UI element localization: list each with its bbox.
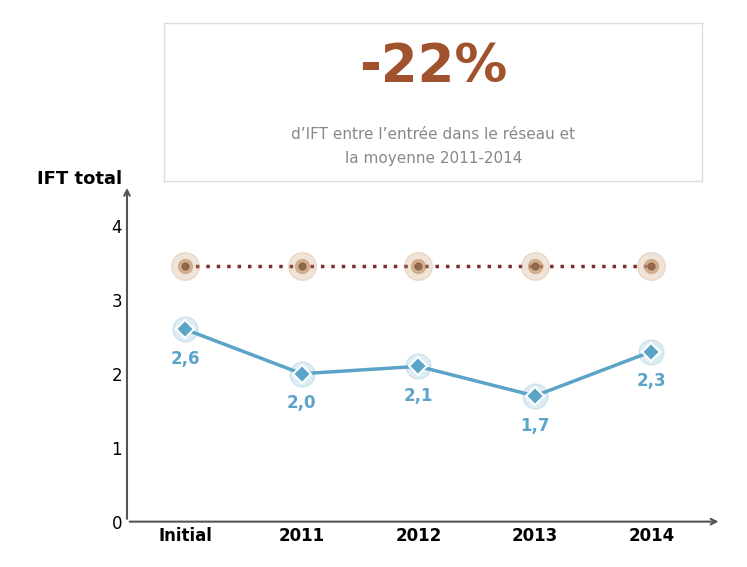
Text: 2,0: 2,0 — [287, 395, 317, 412]
Text: d’IFT entre l’entrée dans le réseau et
la moyenne 2011-2014: d’IFT entre l’entrée dans le réseau et l… — [291, 128, 575, 166]
Text: 2,3: 2,3 — [636, 373, 666, 390]
Text: 2,6: 2,6 — [170, 350, 200, 368]
Text: IFT total: IFT total — [37, 170, 123, 188]
Text: -22%: -22% — [359, 41, 507, 93]
Text: 1,7: 1,7 — [520, 417, 550, 435]
Text: 2,1: 2,1 — [403, 387, 433, 405]
